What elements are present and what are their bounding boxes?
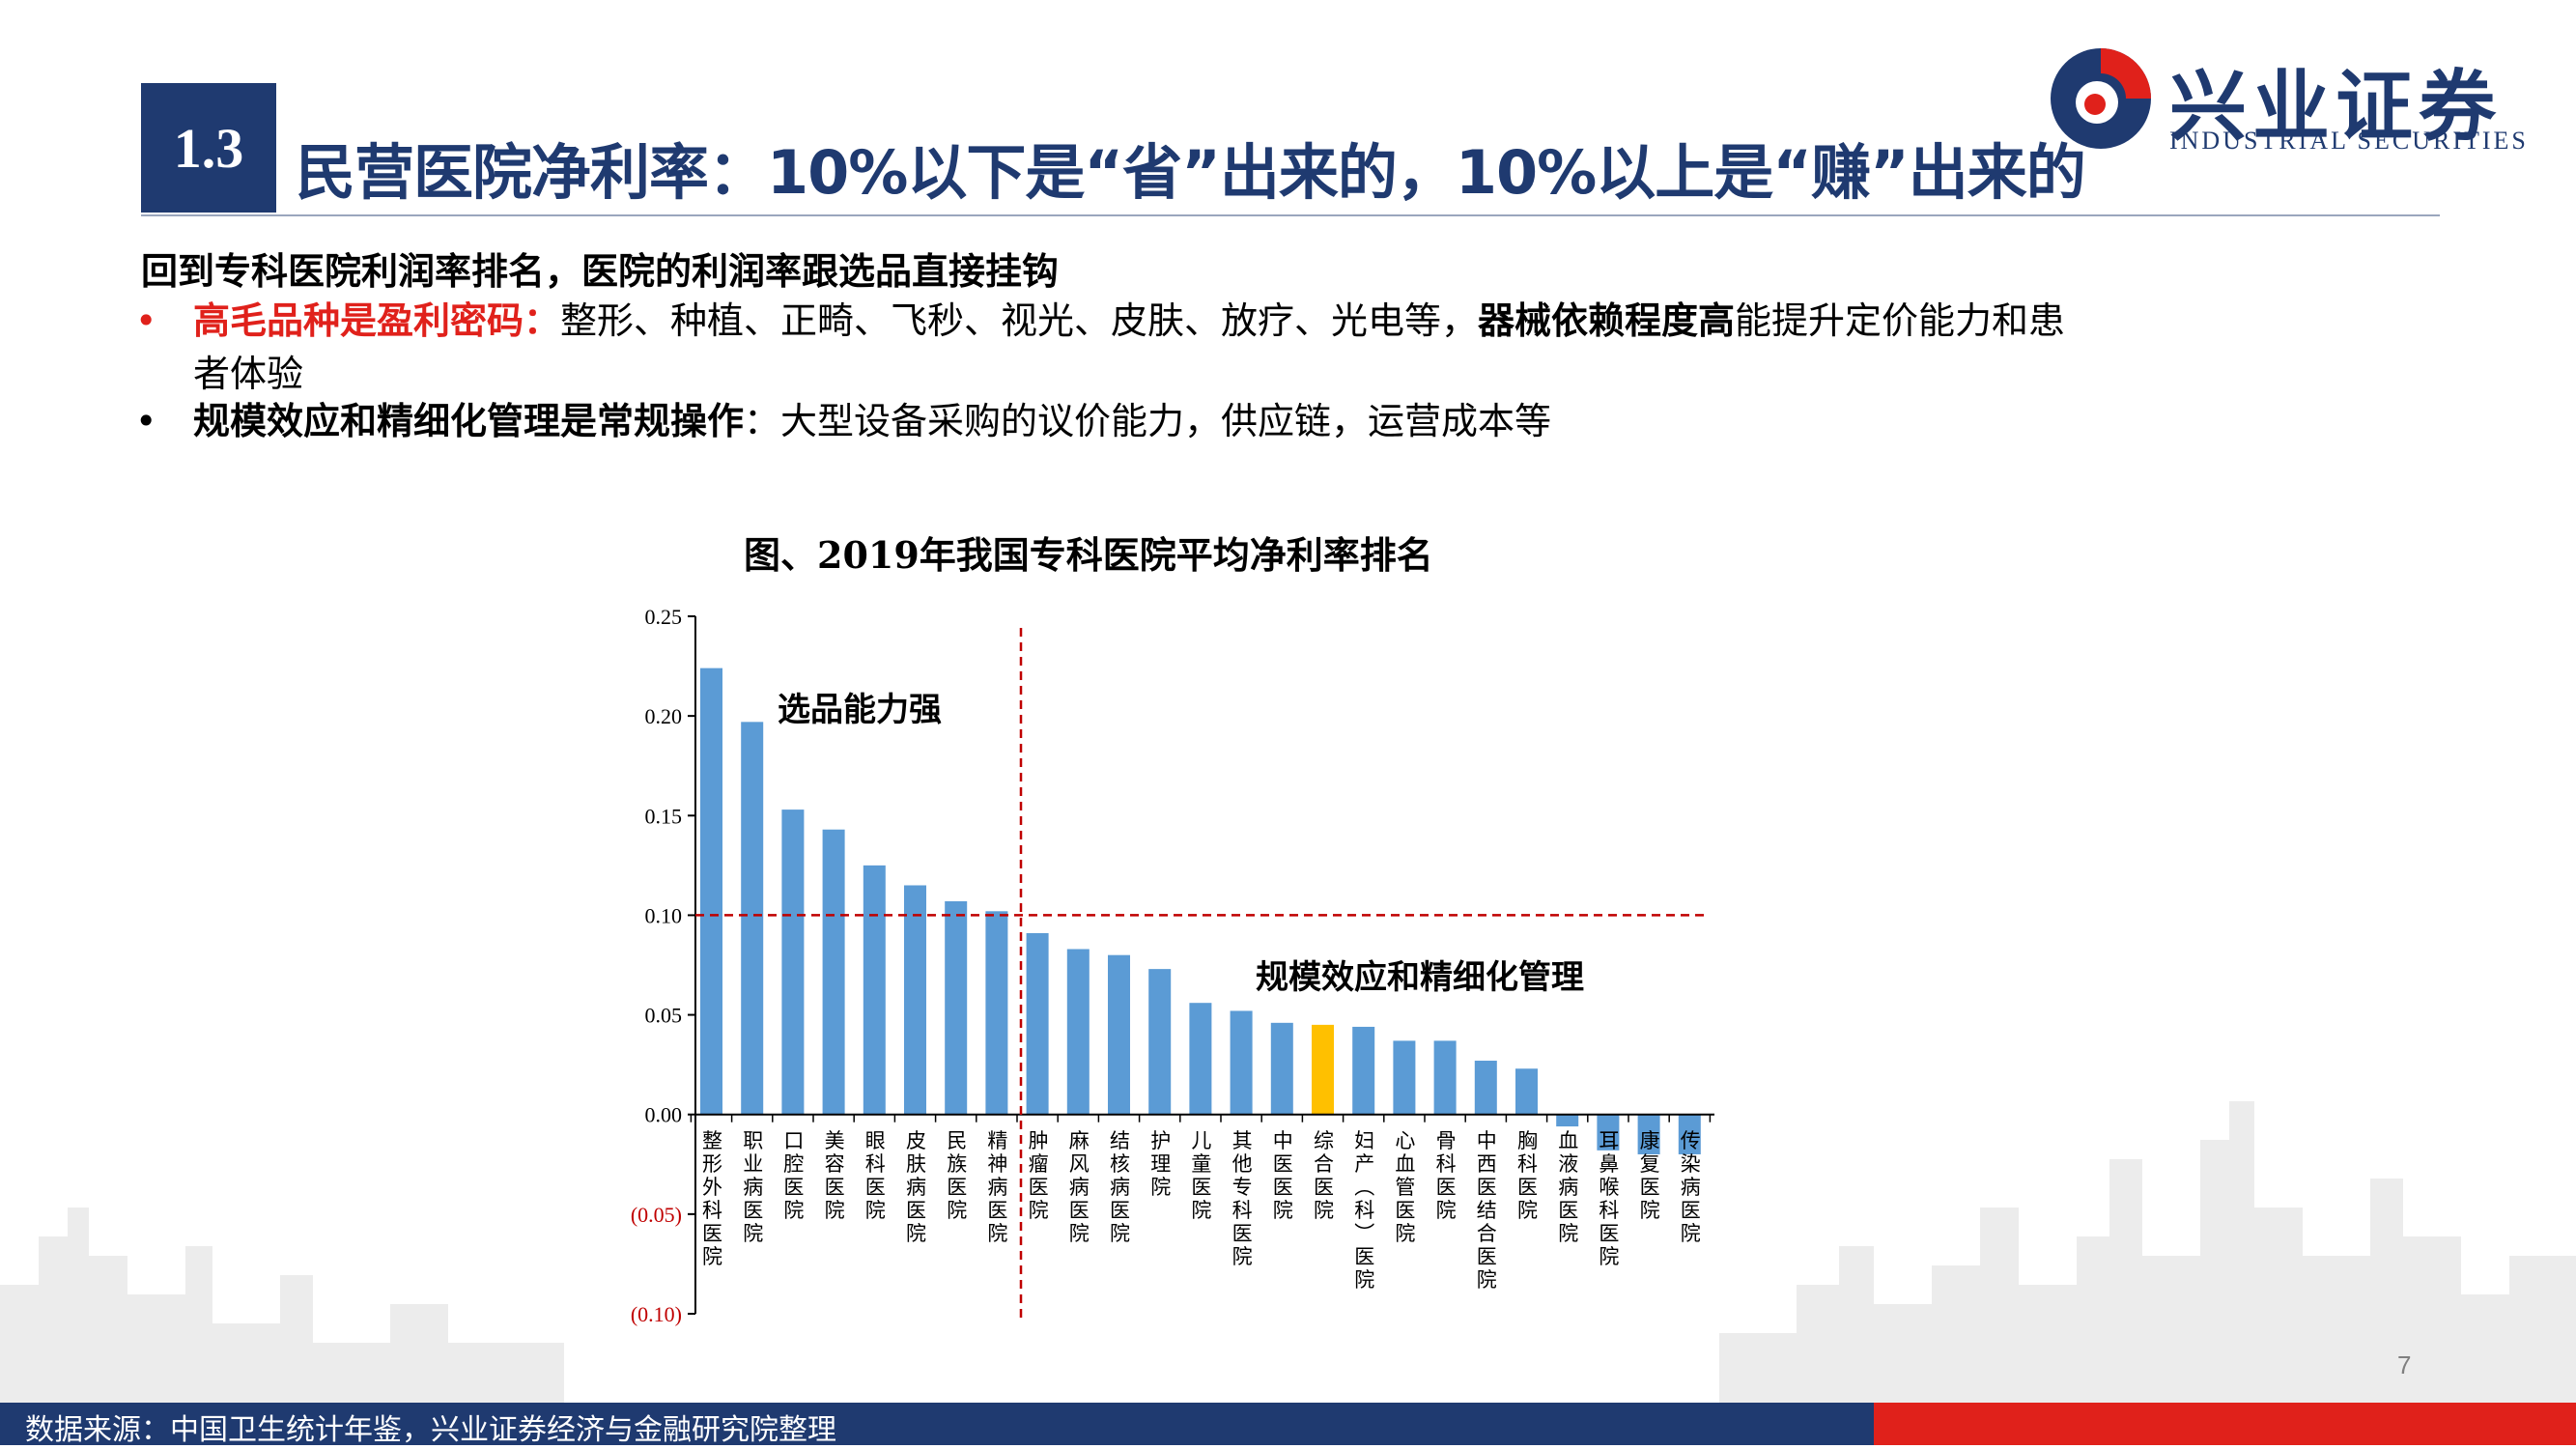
y-tick-label: 0.15 <box>645 804 683 828</box>
x-tick-label: 耳鼻喉科医院 <box>1597 1130 1620 1269</box>
bar-10 <box>1066 949 1090 1115</box>
bar-12 <box>1148 969 1172 1115</box>
x-tick-label: 整形外科医院 <box>700 1130 723 1269</box>
bar-15 <box>1270 1022 1293 1115</box>
bullet-text: 整形、种植、正畸、飞秒、视光、皮肤、放疗、光电等， <box>560 299 1479 342</box>
x-tick-label: 妇产（科）医院 <box>1352 1130 1375 1293</box>
bar-7 <box>945 900 968 1115</box>
page-title: 民营医院净利率：10%以下是“省”出来的，10%以上是“赚”出来的 <box>296 137 2086 208</box>
footer-bar-blue <box>0 1403 1874 1445</box>
x-tick-label: 儿童医院 <box>1189 1130 1212 1223</box>
bar-8 <box>985 911 1008 1115</box>
bar-22 <box>1556 1114 1579 1127</box>
title-divider <box>141 214 2440 216</box>
y-tick-label: (0.05) <box>631 1203 682 1227</box>
annotation-scale: 规模效应和精细化管理 <box>1256 958 1584 997</box>
y-tick-label: 0.10 <box>645 903 683 927</box>
bullet-emphasis: 器械依赖程度高 <box>1478 298 1736 342</box>
x-tick-label: 心血管医院 <box>1393 1130 1416 1246</box>
x-tick-label: 口腔医院 <box>781 1130 805 1223</box>
bullet-item-scale: • 规模效应和精细化管理是常规操作：大型设备采购的议价能力，供应链，运营成本等 <box>135 396 1551 446</box>
bullet-item-high-margin: • 高毛品种是盈利密码：整形、种植、正畸、飞秒、视光、皮肤、放疗、光电等，器械依赖… <box>135 296 2065 346</box>
bar-9 <box>1026 932 1049 1115</box>
bar-17 <box>1352 1026 1375 1115</box>
bullet-continuation: 者体验 <box>193 353 304 395</box>
y-tick-label: 0.05 <box>645 1004 683 1028</box>
bullet-lead: 高毛品种是盈利密码： <box>193 298 561 342</box>
x-tick-label: 其他专科医院 <box>1230 1130 1253 1269</box>
bar-23 <box>1597 1114 1620 1151</box>
logo-english-name: INDUSTRIAL SECURITIES <box>2169 127 2529 155</box>
bar-18 <box>1393 1040 1416 1115</box>
footer-bar-red <box>1874 1403 2576 1445</box>
x-tick-label: 骨科医院 <box>1433 1130 1457 1223</box>
bullet-lead: 规模效应和精细化管理是常规操作 <box>193 399 745 442</box>
x-tick-label: 结核病医院 <box>1108 1130 1131 1246</box>
y-tick-label: 0.25 <box>645 605 683 629</box>
bar-1 <box>700 668 722 1115</box>
bar-13 <box>1189 1003 1212 1115</box>
chart-title: 图、2019年我国专科医院平均净利率排名 <box>744 533 1433 577</box>
bar-2 <box>741 722 764 1115</box>
page-number: 7 <box>2397 1350 2412 1379</box>
company-logo <box>2051 48 2151 149</box>
bar-14 <box>1230 1010 1253 1115</box>
x-tick-label: 精神病医院 <box>985 1130 1008 1246</box>
x-tick-label: 中医医院 <box>1270 1130 1293 1223</box>
x-tick-label: 中西医结合医院 <box>1474 1130 1497 1293</box>
x-tick-label: 综合医院 <box>1312 1130 1335 1223</box>
bullet-tail: 能提升定价能力和患 <box>1735 299 2066 342</box>
bar-6 <box>904 885 926 1115</box>
x-tick-label: 康复医院 <box>1637 1130 1660 1223</box>
x-tick-label: 眼科医院 <box>863 1130 886 1223</box>
bar-21 <box>1515 1068 1538 1115</box>
x-tick-label: 民族医院 <box>945 1130 968 1223</box>
bullet-text: ：大型设备采购的议价能力，供应链，运营成本等 <box>744 400 1552 442</box>
x-tick-label: 职业病医院 <box>741 1130 764 1246</box>
bar-25 <box>1678 1114 1701 1154</box>
x-tick-label: 血液病医院 <box>1556 1130 1579 1246</box>
x-tick-label: 皮肤病医院 <box>904 1130 927 1246</box>
bar-19 <box>1433 1040 1457 1115</box>
x-tick-label: 胸科医院 <box>1515 1130 1539 1223</box>
bar-16 <box>1312 1024 1334 1115</box>
x-tick-label: 肿瘤医院 <box>1026 1130 1049 1223</box>
bar-4 <box>822 829 845 1115</box>
y-tick-label: 0.00 <box>645 1103 683 1127</box>
intro-text: 回到专科医院利润率排名，医院的利润率跟选品直接挂钩 <box>141 249 1060 293</box>
data-source-note: 数据来源：中国卫生统计年鉴，兴业证券经济与金融研究院整理 <box>25 1413 836 1447</box>
x-tick-label: 传染病医院 <box>1678 1130 1701 1246</box>
x-tick-label: 麻风病医院 <box>1066 1130 1090 1246</box>
bar-11 <box>1108 954 1130 1115</box>
bar-24 <box>1637 1114 1660 1154</box>
section-number-badge: 1.3 <box>141 83 276 213</box>
bullet-dot: • <box>135 400 157 442</box>
x-tick-label: 美容医院 <box>822 1130 845 1223</box>
logo-name: 兴业证券 <box>2169 61 2502 152</box>
x-tick-label: 护理院 <box>1148 1130 1172 1200</box>
y-tick-label: 0.20 <box>645 704 683 728</box>
bullet-dot: • <box>135 299 157 342</box>
bar-3 <box>781 810 805 1115</box>
net-margin-bar-chart: (0.10) (0.05) 0.00 0.05 0.10 0.15 0.20 0.25 整形外科… <box>631 605 1714 1326</box>
bar-5 <box>863 865 886 1115</box>
annotation-selection: 选品能力强 <box>778 691 942 729</box>
bar-20 <box>1474 1061 1497 1115</box>
y-tick-label: (0.10) <box>631 1302 682 1326</box>
